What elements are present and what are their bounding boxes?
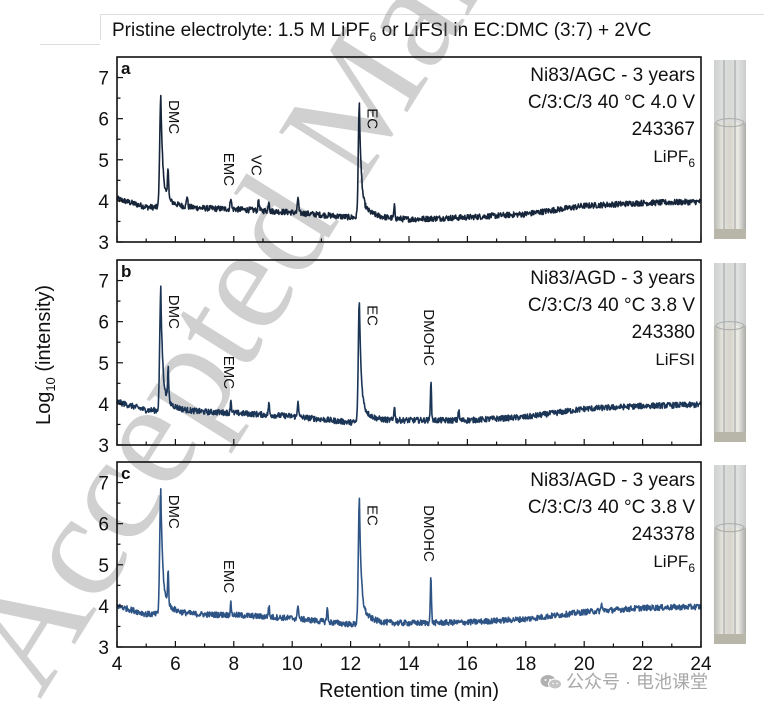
panel-b: 3 4 5 6 7b Ni83/AGD - 3 years C/3:C/3 40 °C 3.…: [98, 259, 746, 457]
x-tick-label: 6: [170, 654, 181, 675]
y-tick-label: 3: [98, 436, 109, 457]
peak-label-dmohc: DMOHC: [420, 309, 437, 366]
sample-tube-photo-a: [714, 60, 746, 239]
x-tick-label: 12: [340, 654, 361, 675]
panel-info-line: 243380: [632, 322, 695, 343]
y-tick-label: 3: [98, 233, 109, 254]
panel-info-line: Ni83/AGD - 3 years: [530, 268, 695, 289]
wechat-icon: [540, 675, 562, 690]
title-text: Pristine electrolyte: 1.5 M LiPF: [112, 20, 370, 41]
panel-info-line: C/3:C/3 40 °C 3.8 V: [528, 295, 695, 316]
peak-label-dmc: DMC: [165, 100, 182, 134]
panel-info-line: Ni83/AGD - 3 years: [530, 470, 695, 491]
peak-label-vc: VC: [248, 155, 265, 176]
y-tick-label: 4: [98, 395, 109, 416]
wechat-watermark: 公众号 · 电池课堂: [540, 668, 708, 694]
y-tick-label: 3: [98, 638, 109, 659]
peak-label-ec: EC: [363, 108, 380, 129]
panel-info-line: Ni83/AGC - 3 years: [530, 65, 695, 86]
y-tick-label: 6: [98, 110, 109, 131]
sample-tube-photo-b: [714, 263, 746, 442]
x-tick-label: 16: [457, 654, 478, 675]
y-tick-label: 7: [98, 474, 109, 495]
y-tick-label: 4: [98, 597, 109, 618]
ylabel-text: Log: [33, 392, 55, 425]
y-tick-label: 5: [98, 556, 109, 577]
peak-label-dmc: DMC: [165, 495, 182, 529]
y-tick-label: 7: [98, 272, 109, 293]
ylabel-text-rest: (intensity): [33, 285, 55, 377]
salt-label: LiPF6: [653, 147, 695, 170]
y-tick-label: 4: [98, 192, 109, 213]
peak-label-dmohc: DMOHC: [420, 505, 437, 562]
title-text-rest: or LiFSI in EC:DMC (3:7) + 2VC: [376, 20, 652, 41]
panel-label: b: [121, 262, 131, 281]
sample-tube-photo-c: [714, 465, 746, 644]
panel-label: a: [121, 59, 131, 78]
panel-a: 3 4 5 6 7a Ni83/AGC - 3 years C/3:C/3 40 °C 4.…: [98, 56, 746, 254]
trace-line-c: [116, 487, 702, 628]
y-tick-label: 7: [98, 69, 109, 90]
frame-line: [100, 14, 101, 40]
peak-label-emc: EMC: [220, 560, 237, 594]
panel-info-line: C/3:C/3 40 °C 4.0 V: [528, 92, 695, 113]
frame-line: [100, 14, 764, 15]
x-tick-label: 14: [398, 654, 420, 675]
x-tick-label: 24: [690, 654, 712, 675]
panel-info-line: 243378: [632, 524, 695, 545]
frame-line: [40, 44, 100, 45]
y-tick-label: 6: [98, 515, 109, 536]
watermark-text: 公众号 · 电池课堂: [566, 672, 708, 692]
panel-info-line: C/3:C/3 40 °C 3.8 V: [528, 497, 695, 518]
x-tick-label: 22: [632, 654, 653, 675]
title-subscript: 6: [369, 29, 377, 44]
salt-label: LiPF6: [653, 552, 695, 575]
trace-line-a: [116, 94, 702, 223]
peak-label-ec: EC: [363, 305, 380, 326]
panel-label: c: [121, 464, 130, 483]
x-tick-label: 10: [282, 654, 303, 675]
peak-label-ec: EC: [363, 505, 380, 526]
x-tick-label: 4: [112, 654, 123, 675]
y-tick-label: 5: [98, 151, 109, 172]
figure-title: Pristine electrolyte: 1.5 M LiPF6 or LiF…: [112, 20, 651, 44]
trace-line-b: [116, 285, 702, 427]
x-tick-label: 8: [229, 654, 240, 675]
y-axis-label: Log10 (intensity): [33, 285, 58, 425]
panel-c: 3 4 5 6 7c Ni83/AGD - 3 years C/3:C/3 40 °C 3.…: [98, 461, 746, 659]
peak-label-emc: EMC: [220, 153, 237, 187]
ylabel-subscript: 10: [43, 377, 58, 391]
x-tick-label: 18: [515, 654, 536, 675]
salt-label: LiFSI: [655, 350, 695, 369]
y-tick-label: 5: [98, 354, 109, 375]
svg-text:Log10 (intensity): Log10 (intensity): [33, 285, 58, 425]
peak-label-dmc: DMC: [165, 295, 182, 329]
y-tick-label: 6: [98, 313, 109, 334]
x-axis-label: Retention time (min): [319, 680, 499, 702]
peak-label-emc: EMC: [220, 356, 237, 390]
x-tick-label: 20: [574, 654, 595, 675]
panel-info-line: 243367: [632, 119, 695, 140]
